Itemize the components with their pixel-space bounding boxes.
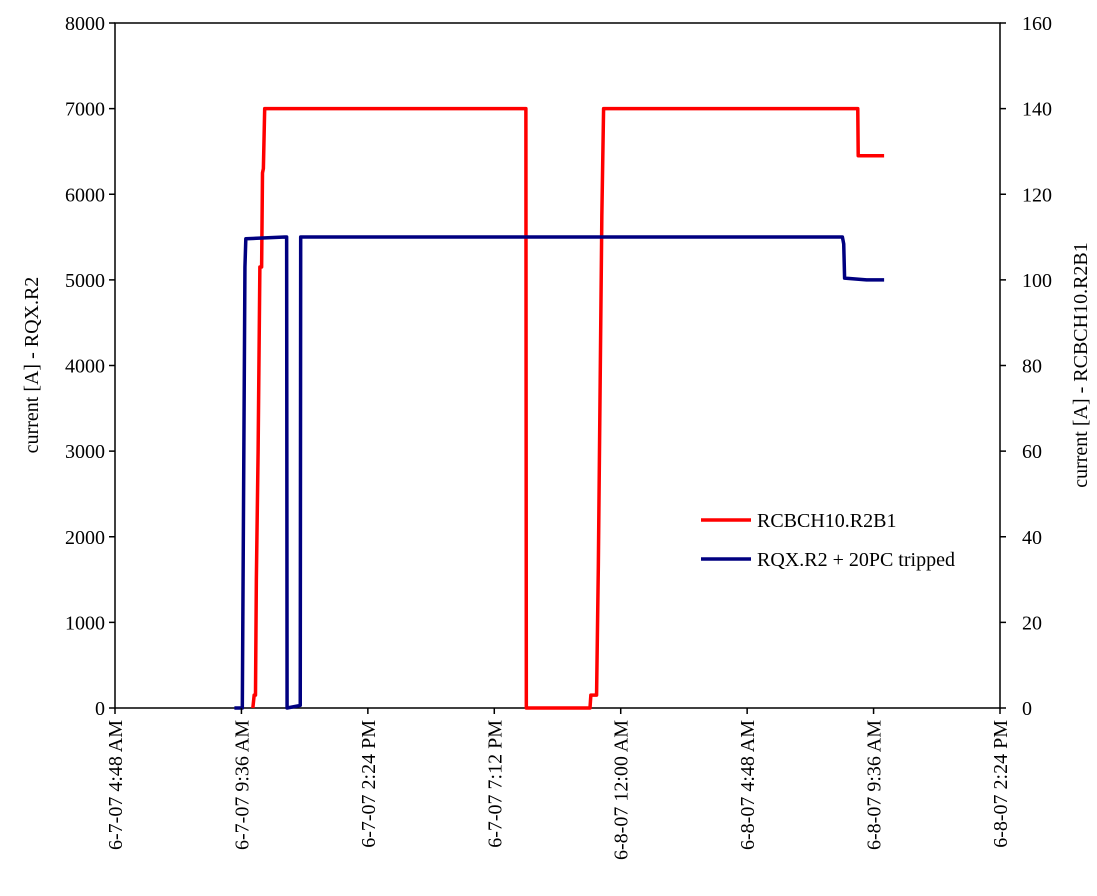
x-axis-tick-label: 6-7-07 9:36 AM xyxy=(231,720,253,850)
series-line-rqx xyxy=(234,235,885,710)
right-axis-tick-label: 140 xyxy=(1022,99,1052,121)
axis-layer: 0 1000 2000 3000 4000 5000 6000 7000 8000 0 20 40 60… xyxy=(65,13,1052,860)
left-axis-tick-label: 7000 xyxy=(65,99,105,121)
left-axis-title: current [A] - RQX.R2 xyxy=(21,277,43,454)
left-axis-tick-label: 3000 xyxy=(65,441,105,463)
series-line-rcbch10 xyxy=(251,106,885,710)
plot-area xyxy=(114,22,1001,709)
legend-label-rqx: RQX.R2 + 20PC tripped xyxy=(757,549,955,571)
right-axis-tick-label: 160 xyxy=(1022,13,1052,35)
x-axis-tick-label: 6-8-07 12:00 AM xyxy=(611,720,633,860)
legend-label-rcbch10: RCBCH10.R2B1 xyxy=(757,510,896,532)
left-axis-tick-label: 2000 xyxy=(65,527,105,549)
right-axis-tick-label: 60 xyxy=(1022,441,1042,463)
right-axis-tick-label: 100 xyxy=(1022,270,1052,292)
x-axis-tick-label: 6-7-07 4:48 AM xyxy=(105,720,127,850)
x-axis-tick-label: 6-8-07 9:36 AM xyxy=(864,720,886,850)
left-axis-tick-label: 4000 xyxy=(65,356,105,378)
left-axis-tick-label: 1000 xyxy=(65,612,105,634)
right-axis-tick-label: 0 xyxy=(1022,698,1032,720)
left-axis-tick-label: 8000 xyxy=(65,13,105,35)
legend: RCBCH10.R2B1 RQX.R2 + 20PC tripped xyxy=(701,510,955,571)
left-axis-tick-label: 5000 xyxy=(65,270,105,292)
right-axis-tick-label: 40 xyxy=(1022,527,1042,549)
x-axis-tick-label: 6-7-07 2:24 PM xyxy=(358,720,380,848)
right-axis-tick-label: 20 xyxy=(1022,612,1042,634)
left-axis-tick-label: 6000 xyxy=(65,184,105,206)
left-axis-tick-label: 0 xyxy=(95,698,105,720)
right-axis-tick-label: 120 xyxy=(1022,184,1052,206)
x-axis-tick-label: 6-8-07 4:48 AM xyxy=(737,720,759,850)
x-axis-tick-label: 6-8-07 2:24 PM xyxy=(990,720,1012,848)
right-axis-tick-label: 80 xyxy=(1022,356,1042,378)
right-axis-title: current [A] - RCBCH10.R2B1 xyxy=(1070,242,1092,488)
x-axis-tick-label: 6-7-07 7:12 PM xyxy=(484,720,506,848)
series-layer xyxy=(234,106,885,710)
